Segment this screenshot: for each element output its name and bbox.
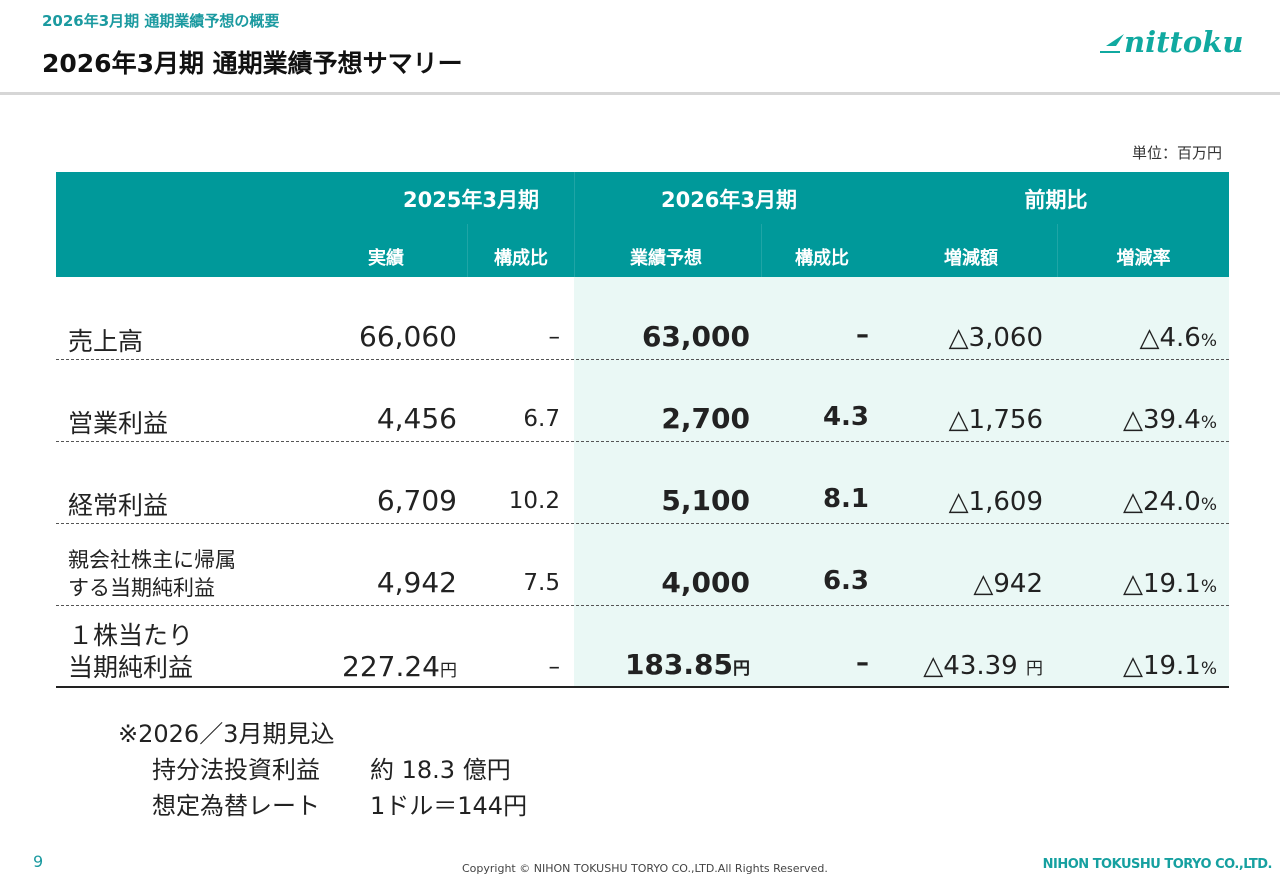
section-subtitle: 2026年3月期 通期業績予想の概要 xyxy=(42,12,280,30)
change-unit: 円 xyxy=(1026,659,1043,679)
row-divider xyxy=(56,523,1229,524)
cell-ratio: – xyxy=(856,320,869,350)
note-value: 約 18.3 億円 xyxy=(370,756,511,784)
rate-unit: % xyxy=(1200,577,1217,597)
logo-mark-icon xyxy=(1100,34,1124,53)
header-divider-line xyxy=(761,224,762,277)
note-item: 想定為替レート 1ドル＝144円 xyxy=(118,788,527,824)
cell-rate: △4.6% xyxy=(1140,323,1218,353)
cell-ratio: 8.1 xyxy=(822,484,869,514)
rate-unit: % xyxy=(1200,659,1217,679)
cell-change: △1,609 xyxy=(948,487,1043,517)
col-header-actual: 実績 xyxy=(368,248,404,269)
cell-forecast: 2,700 xyxy=(661,402,750,435)
col-header-ratio: 構成比 xyxy=(795,248,849,269)
group-header-fy2025: 2025年3月期 xyxy=(402,188,540,212)
row-label: １株当たり 当期純利益 xyxy=(68,620,193,684)
cell-rate: △24.0% xyxy=(1123,487,1217,517)
row-label: 親会社株主に帰属 する当期純利益 xyxy=(68,546,236,602)
cell-forecast: 63,000 xyxy=(641,320,750,353)
company-logo: nittoku xyxy=(1098,24,1258,60)
header-divider xyxy=(0,92,1280,95)
cell-ratio: 6.3 xyxy=(822,566,869,596)
cell-forecast: 183.85円 xyxy=(625,648,750,681)
forecast-value: 183.85 xyxy=(624,648,733,681)
rate-value: △39.4 xyxy=(1122,405,1201,435)
row-label-line2: 当期純利益 xyxy=(68,653,194,682)
change-value: △43.39 xyxy=(923,651,1018,681)
cell-ratio-prev: 6.7 xyxy=(523,406,560,432)
rate-unit: % xyxy=(1200,331,1217,351)
cell-ratio: 4.3 xyxy=(822,402,869,432)
forecast-unit: 円 xyxy=(733,659,750,679)
table-header: 2025年3月期 2026年3月期 前期比 実績 構成比 業績予想 構成比 増減… xyxy=(56,172,1229,277)
logo-text: nittoku xyxy=(1124,25,1244,59)
unit-label: 単位：百万円 xyxy=(1131,144,1222,162)
rate-unit: % xyxy=(1200,413,1217,433)
rate-value: △4.6 xyxy=(1139,323,1201,353)
table-row: 営業利益 4,456 6.7 2,700 4.3 △1,756 △39.4% xyxy=(56,360,1229,442)
cell-rate: △19.1% xyxy=(1123,569,1217,599)
cell-ratio-prev: 10.2 xyxy=(508,488,560,514)
company-name: NIHON TOKUSHU TORYO CO.,LTD. xyxy=(1042,857,1273,872)
header-divider-line xyxy=(574,172,575,277)
rate-value: △19.1 xyxy=(1122,651,1201,681)
cell-actual: 4,456 xyxy=(376,402,457,435)
row-label: 経常利益 xyxy=(68,491,169,520)
cell-actual: 227.24円 xyxy=(342,650,457,683)
page-title: 2026年3月期 通期業績予想サマリー xyxy=(42,49,463,78)
row-label-line1: 親会社株主に帰属 xyxy=(68,548,236,572)
table-row: 売上高 66,060 – 63,000 – △3,060 △4.6% xyxy=(56,278,1229,360)
row-label-line1: １株当たり xyxy=(68,621,194,650)
header-divider-line xyxy=(467,224,468,277)
row-label-line2: する当期純利益 xyxy=(68,576,215,600)
cell-rate: △19.1% xyxy=(1123,651,1217,681)
rate-value: △24.0 xyxy=(1122,487,1201,517)
note-key: 持分法投資利益 xyxy=(152,756,320,784)
cell-ratio-prev: – xyxy=(548,654,561,680)
actual-unit: 円 xyxy=(440,661,457,681)
rate-unit: % xyxy=(1200,495,1217,515)
cell-change: △43.39 円 xyxy=(923,651,1043,681)
rate-value: △19.1 xyxy=(1122,569,1201,599)
page-number: 9 xyxy=(33,852,44,871)
header-divider-line xyxy=(1057,224,1058,277)
group-header-yoy: 前期比 xyxy=(1024,188,1088,212)
row-divider xyxy=(56,359,1229,360)
cell-forecast: 4,000 xyxy=(661,566,750,599)
copyright: Copyright © NIHON TOKUSHU TORYO CO.,LTD.… xyxy=(462,862,828,875)
cell-actual: 66,060 xyxy=(359,320,457,353)
cell-forecast: 5,100 xyxy=(661,484,750,517)
cell-ratio: – xyxy=(856,648,869,678)
cell-ratio-prev: – xyxy=(548,324,561,350)
cell-actual: 6,709 xyxy=(376,484,457,517)
row-label: 売上高 xyxy=(68,327,144,356)
note-item: 持分法投資利益 約 18.3 億円 xyxy=(118,752,511,788)
cell-ratio-prev: 7.5 xyxy=(523,570,560,596)
col-header-change: 増減額 xyxy=(944,248,998,269)
table-row: １株当たり 当期純利益 227.24円 – 183.85円 – △43.39 円… xyxy=(56,606,1229,688)
cell-actual: 4,942 xyxy=(376,566,457,599)
note-key: 想定為替レート xyxy=(152,792,320,820)
table-row: 経常利益 6,709 10.2 5,100 8.1 △1,609 △24.0% xyxy=(56,442,1229,524)
col-header-rate: 増減率 xyxy=(1116,248,1171,269)
group-header-fy2026: 2026年3月期 xyxy=(660,188,798,212)
notes-heading: ※2026／3月期見込 xyxy=(118,720,335,748)
cell-rate: △39.4% xyxy=(1123,405,1217,435)
cell-change: △1,756 xyxy=(948,405,1043,435)
row-divider xyxy=(56,441,1229,442)
cell-change: △3,060 xyxy=(948,323,1043,353)
note-value: 1ドル＝144円 xyxy=(370,792,528,820)
cell-change: △942 xyxy=(973,569,1043,599)
actual-value: 227.24 xyxy=(342,650,440,683)
row-divider xyxy=(56,605,1229,606)
table-bottom-border xyxy=(56,686,1229,688)
col-header-ratio-prev: 構成比 xyxy=(494,248,548,269)
row-label: 営業利益 xyxy=(68,409,169,438)
notes: ※2026／3月期見込 持分法投資利益 約 18.3 億円 想定為替レート 1ド… xyxy=(118,716,527,824)
forecast-highlight xyxy=(574,277,1229,688)
col-header-forecast: 業績予想 xyxy=(630,248,702,269)
table-row: 親会社株主に帰属 する当期純利益 4,942 7.5 4,000 6.3 △94… xyxy=(56,524,1229,606)
